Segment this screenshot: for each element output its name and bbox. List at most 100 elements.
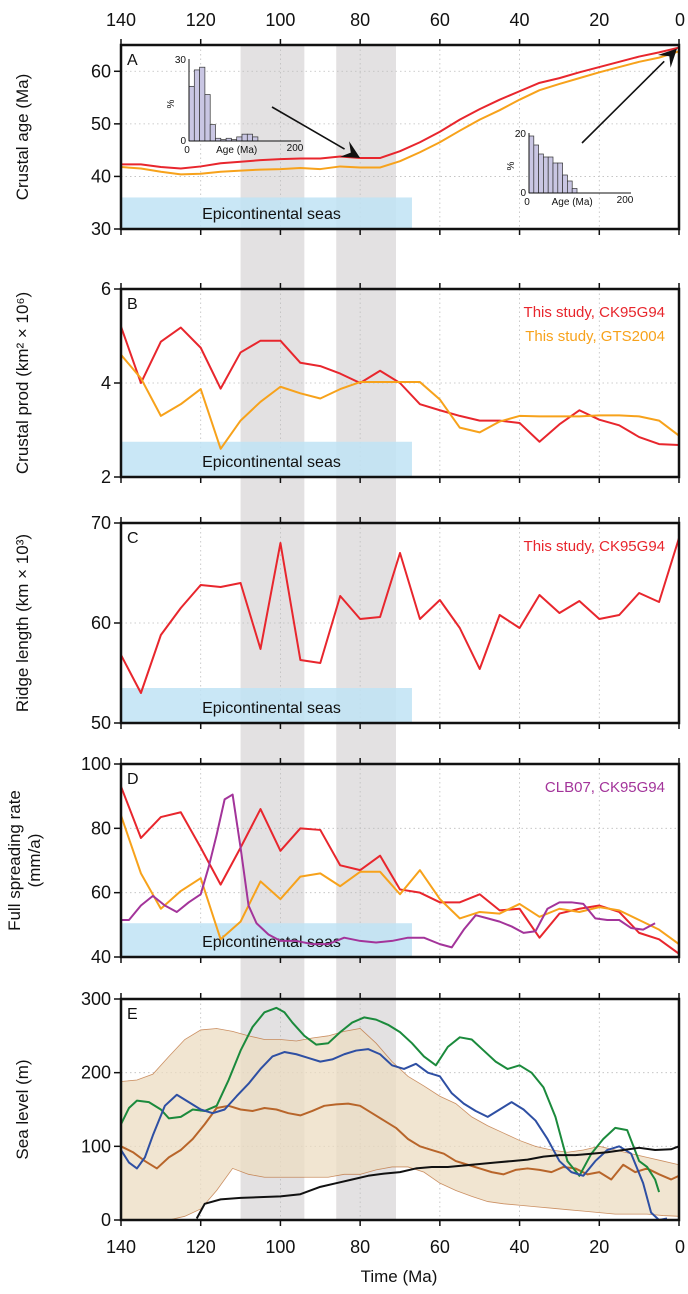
shaded-intervals <box>240 45 397 1220</box>
histogram-bar <box>252 136 259 142</box>
epicontinental-seas-label: Epicontinental seas <box>202 206 341 223</box>
inset-x-tick-label: 200 <box>617 195 634 206</box>
y-tick-label: 60 <box>91 883 111 903</box>
panel-d: Epicontinental seas 40 60 80 100 Full spreadi… <box>5 754 681 967</box>
top-x-tick-label: 20 <box>589 10 609 30</box>
y-tick-label: 30 <box>91 219 111 239</box>
epicontinental-seas-label: Epicontinental seas <box>202 934 341 951</box>
histogram-bar <box>533 144 539 194</box>
bottom-x-tick-label: 0 <box>675 1237 685 1257</box>
bottom-time-axis: Time (Ma) 140 120 100 80 60 40 20 0 <box>106 1237 685 1286</box>
y-axis-title: Sea level (m) <box>13 1059 32 1159</box>
top-x-tick-label: 100 <box>265 10 295 30</box>
series-line-gts2004 <box>121 354 679 450</box>
epicontinental-seas-label: Epicontinental seas <box>202 700 341 717</box>
plot-frame <box>119 43 681 231</box>
pointer-arrow-1 <box>271 106 361 159</box>
y-axis-title: Full spreading rate(mm/a) <box>5 790 44 931</box>
inset-x-label: Age (Ma) <box>552 197 593 208</box>
histogram-bar <box>543 156 549 194</box>
inset-y-tick-label: 20 <box>515 129 527 140</box>
y-tick-label: 300 <box>81 989 111 1009</box>
y-tick-label: 40 <box>91 947 111 967</box>
bottom-x-tick-label: 100 <box>265 1237 295 1257</box>
y-tick-label: 2 <box>101 467 111 487</box>
plot-frame <box>119 997 681 1222</box>
bottom-x-tick-label: 40 <box>510 1237 530 1257</box>
inset-x-tick-label: 200 <box>287 143 304 154</box>
legend-entry: This study, CK95G94 <box>524 304 665 321</box>
bottom-x-tick-label: 140 <box>106 1237 136 1257</box>
y-tick-label: 40 <box>91 166 111 186</box>
legend-entry: CLB07, CK95G94 <box>545 779 665 796</box>
panel-a: Epicontinental seas 30 40 50 60 Crustal age (… <box>13 39 681 239</box>
series-line-sl_brown <box>121 1102 679 1181</box>
inset-y-tick-label: 0 <box>180 136 186 147</box>
histogram-bar <box>209 124 216 142</box>
series-line-ck95 <box>121 46 679 170</box>
inset-y-label: % <box>166 100 177 109</box>
panel-c: Epicontinental seas 50 60 70 Ridge length (k… <box>13 513 681 733</box>
y-tick-label: 50 <box>91 713 111 733</box>
histogram-bar <box>236 136 243 142</box>
bottom-x-tick-label: 120 <box>186 1237 216 1257</box>
top-time-axis: 140 120 100 80 60 40 20 0 <box>106 10 685 30</box>
histogram-bar <box>188 85 195 142</box>
inset-x-tick-label: 0 <box>524 197 530 208</box>
inset-x-label: Age (Ma) <box>216 145 257 156</box>
histogram-bar <box>562 174 568 194</box>
histogram-bar <box>199 66 206 142</box>
series-line-gts2004 <box>121 815 679 945</box>
histogram-bar <box>204 94 211 142</box>
top-x-tick-label: 120 <box>186 10 216 30</box>
inset-y-tick-label: 0 <box>520 188 526 199</box>
x-axis-title: Time (Ma) <box>361 1267 438 1286</box>
top-x-tick-label: 40 <box>510 10 530 30</box>
histogram-bar <box>193 69 200 142</box>
panel-letter: B <box>127 296 138 313</box>
inset-y-tick-label: 30 <box>175 55 187 66</box>
histogram-inset-2: 0 20% Age (Ma) 0 200 <box>506 129 634 208</box>
y-tick-label: 70 <box>91 513 111 533</box>
epicontinental-seas-band <box>121 197 412 229</box>
epicontinental-seas-band <box>121 441 412 477</box>
y-axis-title: Crustal age (Ma) <box>13 74 32 201</box>
top-x-tick-label: 80 <box>350 10 370 30</box>
bottom-x-tick-label: 20 <box>589 1237 609 1257</box>
y-tick-label: 60 <box>91 613 111 633</box>
histogram-bar <box>538 153 544 194</box>
histogram-bar <box>528 135 535 194</box>
panel-letter: D <box>127 771 139 788</box>
histogram-bar <box>241 133 248 142</box>
bottom-x-tick-label: 80 <box>350 1237 370 1257</box>
sea-level-envelope <box>121 1028 679 1220</box>
series-line-sl_black <box>195 1145 679 1220</box>
series-line-clb07 <box>121 793 656 949</box>
y-axis-title: Ridge length (km × 10³) <box>13 534 32 712</box>
y-tick-label: 200 <box>81 1063 111 1083</box>
inset-y-label: % <box>506 161 517 170</box>
y-tick-label: 100 <box>81 754 111 774</box>
panel-letter: C <box>127 530 139 547</box>
panel-letter: E <box>127 1006 138 1023</box>
y-tick-label: 50 <box>91 114 111 134</box>
histogram-bar <box>552 162 559 194</box>
y-tick-label: 6 <box>101 279 111 299</box>
panel-b: Epicontinental seas 2 4 6 Crustal prod (km² … <box>13 279 681 487</box>
top-x-tick-label: 60 <box>430 10 450 30</box>
epicontinental-seas-label: Epicontinental seas <box>202 454 341 471</box>
histogram-bar <box>547 156 554 194</box>
epicontinental-seas-band <box>121 923 412 957</box>
plot-frame <box>119 762 681 959</box>
inset-x-tick-label: 0 <box>184 145 190 156</box>
histogram-bar <box>571 188 578 194</box>
gridlines <box>121 764 679 957</box>
legend-entry: This study, CK95G94 <box>524 538 665 555</box>
pointer-arrow-2 <box>581 48 678 144</box>
histogram-bar <box>246 133 253 142</box>
series-line-ck95 <box>121 537 679 694</box>
histogram-bar <box>557 162 563 194</box>
y-axis-title: Crustal prod (km² × 10⁶) <box>13 292 32 474</box>
